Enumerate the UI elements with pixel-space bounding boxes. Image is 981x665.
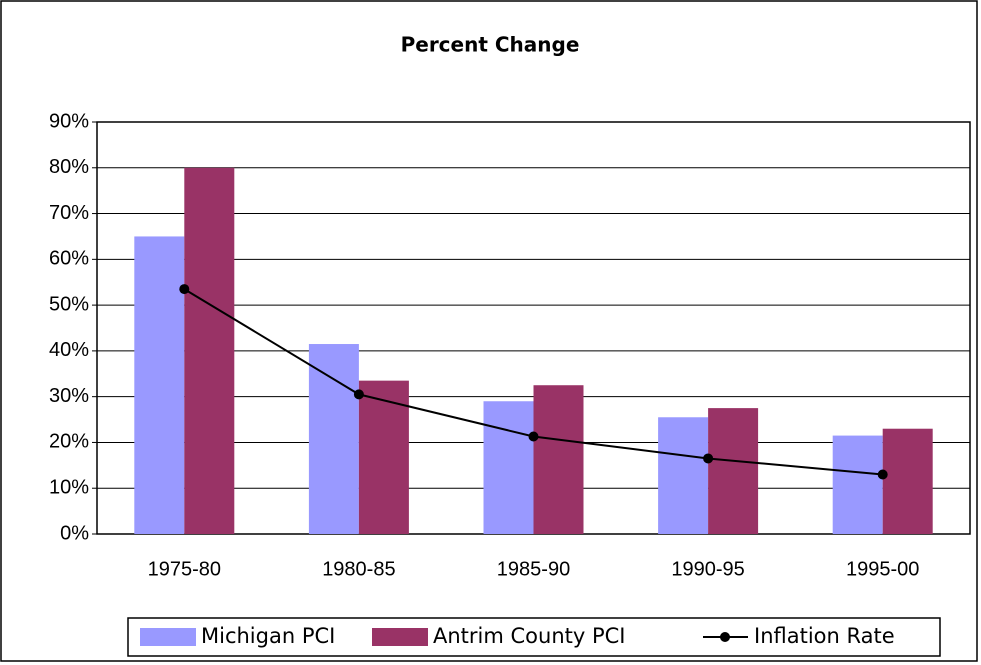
- y-tick-label: 0%: [60, 522, 89, 544]
- x-tick-label: 1990-95: [671, 558, 744, 580]
- y-tick-label: 90%: [49, 110, 89, 132]
- x-tick-label: 1980-85: [322, 558, 395, 580]
- y-tick-label: 20%: [49, 431, 89, 453]
- line-marker: [528, 431, 539, 442]
- bar: [658, 417, 709, 534]
- bar: [358, 380, 409, 534]
- line-marker: [179, 284, 190, 295]
- x-tick-label: 1985-90: [497, 558, 570, 580]
- legend-label: Michigan PCI: [201, 624, 335, 648]
- y-tick-label: 40%: [49, 339, 89, 361]
- y-tick-label: 70%: [49, 202, 89, 224]
- line-marker: [353, 389, 364, 400]
- bar: [882, 428, 933, 534]
- chart-title: Percent Change: [401, 33, 580, 57]
- bar: [708, 408, 759, 534]
- bar: [134, 236, 185, 534]
- bar: [483, 401, 534, 534]
- bar: [832, 435, 883, 534]
- y-tick-label: 10%: [49, 477, 89, 499]
- x-tick-label: 1975-80: [148, 558, 221, 580]
- legend-box: [127, 617, 941, 657]
- bar: [308, 344, 359, 534]
- line-marker: [703, 453, 714, 464]
- legend-swatch: [140, 628, 196, 646]
- y-tick-label: 50%: [49, 293, 89, 315]
- legend-label: Antrim County PCI: [433, 624, 626, 648]
- line-marker: [877, 469, 888, 480]
- y-tick-label: 30%: [49, 385, 89, 407]
- bar: [184, 167, 235, 534]
- y-tick-label: 60%: [49, 248, 89, 270]
- bar: [533, 385, 584, 534]
- y-tick-label: 80%: [49, 156, 89, 178]
- legend-swatch: [372, 628, 428, 646]
- legend-swatch: [720, 632, 730, 642]
- legend-label: Inflation Rate: [754, 624, 895, 648]
- x-tick-label: 1995-00: [846, 558, 919, 580]
